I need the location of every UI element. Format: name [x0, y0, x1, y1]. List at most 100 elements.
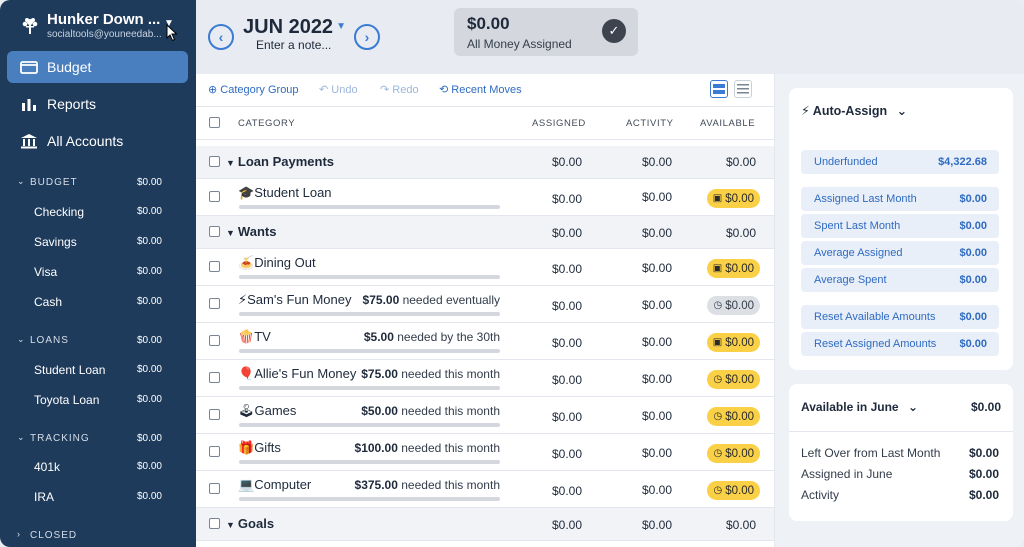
row-checkbox[interactable] [209, 446, 220, 457]
account-group-tracking[interactable]: ⌄ TRACKING $0.00 [0, 430, 196, 448]
assigned-input[interactable]: $0.00 [551, 410, 582, 424]
category-row[interactable]: 🕹Games $50.00 needed this month $0.00 $0… [196, 397, 774, 434]
category-row[interactable]: 💻Computer $375.00 needed this month $0.0… [196, 471, 774, 508]
activity-value[interactable]: $0.00 [641, 298, 672, 312]
assigned-input[interactable]: $0.00 [551, 336, 582, 350]
row-checkbox[interactable] [209, 483, 220, 494]
auto-assign-assigned-last-month[interactable]: Assigned Last Month $0.00 [801, 187, 999, 211]
clock-icon: ◷ [713, 485, 723, 496]
column-activity[interactable]: ACTIVITY [626, 118, 674, 129]
nav-budget[interactable]: Budget [7, 51, 188, 83]
activity-value[interactable]: $0.00 [641, 372, 672, 386]
category-row[interactable]: ⚡Sam's Fun Money $75.00 needed eventuall… [196, 286, 774, 323]
account-cash[interactable]: Cash $0.00 [0, 293, 196, 313]
assigned-input[interactable]: $0.00 [551, 262, 582, 276]
available-pill[interactable]: ▣ $0.00 [706, 259, 760, 278]
assigned-input[interactable]: $0.00 [551, 299, 582, 313]
activity-value[interactable]: $0.00 [641, 483, 672, 497]
category-row[interactable]: 🎓Student Loan $0.00 $0.00 ▣ $0.00 [196, 179, 774, 216]
auto-assign-average-assigned[interactable]: Average Assigned $0.00 [801, 241, 999, 265]
category-row[interactable]: 🎁Gifts $100.00 needed this month $0.00 $… [196, 434, 774, 471]
category-group-row[interactable]: ▼ Wants $0.00 $0.00 $0.00 [196, 216, 774, 249]
account-group-budget[interactable]: ⌄ BUDGET $0.00 [0, 174, 196, 192]
category-name[interactable]: 🎈Allie's Fun Money [238, 366, 356, 382]
row-checkbox[interactable] [209, 261, 220, 272]
category-row[interactable]: 🎈Allie's Fun Money $75.00 needed this mo… [196, 360, 774, 397]
reset-available-button[interactable]: Reset Available Amounts $0.00 [801, 305, 999, 329]
activity-value[interactable]: $0.00 [641, 190, 672, 204]
select-all-checkbox[interactable] [209, 117, 220, 128]
assigned-input[interactable]: $0.00 [551, 192, 582, 206]
add-category-group-button[interactable]: ⊕ Category Group [208, 83, 299, 96]
activity-value[interactable]: $0.00 [641, 335, 672, 349]
account-student-loan[interactable]: Student Loan $0.00 [0, 361, 196, 381]
available-pill[interactable]: ◷ $0.00 [707, 444, 760, 463]
available-pill[interactable]: ▣ $0.00 [706, 333, 760, 352]
row-checkbox[interactable] [209, 335, 220, 346]
next-month-button[interactable]: › [354, 24, 380, 50]
account-group-closed[interactable]: › CLOSED [0, 527, 196, 545]
category-name[interactable]: ⚡Sam's Fun Money [238, 292, 352, 308]
column-category[interactable]: CATEGORY [238, 118, 296, 129]
available-toggle[interactable]: Available in June ⌄ [801, 400, 918, 414]
category-row[interactable]: 🍝Dining Out $0.00 $0.00 ▣ $0.00 [196, 249, 774, 286]
compact-view-button[interactable] [734, 80, 752, 98]
category-name[interactable]: 🎓Student Loan [238, 185, 332, 201]
category-name[interactable]: 💻Computer [238, 477, 311, 493]
category-name[interactable]: 🍝Dining Out [238, 255, 316, 271]
auto-assign-average-spent[interactable]: Average Spent $0.00 [801, 268, 999, 292]
row-checkbox[interactable] [209, 372, 220, 383]
available-pill[interactable]: ◷ $0.00 [707, 407, 760, 426]
undo-button[interactable]: ↶ Undo [319, 83, 358, 96]
account-visa[interactable]: Visa $0.00 [0, 263, 196, 283]
nav-all-accounts[interactable]: All Accounts [7, 125, 188, 157]
account-toyota-loan[interactable]: Toyota Loan $0.00 [0, 391, 196, 411]
ready-to-assign-box[interactable]: $0.00 All Money Assigned ✓ [454, 8, 638, 56]
column-available[interactable]: AVAILABLE [700, 118, 756, 129]
available-pill[interactable]: ▣ $0.00 [706, 189, 760, 208]
row-checkbox[interactable] [209, 409, 220, 420]
assigned-input[interactable]: $0.00 [551, 447, 582, 461]
row-checkbox[interactable] [209, 518, 220, 529]
category-name[interactable]: 🍿TV [238, 329, 271, 345]
auto-assign-spent-last-month[interactable]: Spent Last Month $0.00 [801, 214, 999, 238]
auto-assign-toggle[interactable]: ⚡ Auto-Assign ⌄ [801, 103, 907, 118]
assigned-input[interactable]: $0.00 [551, 373, 582, 387]
nav-reports[interactable]: Reports [7, 88, 188, 120]
category-group-name[interactable]: ▼ Loan Payments [226, 154, 334, 169]
category-group-row[interactable]: ▼ Loan Payments $0.00 $0.00 $0.00 [196, 146, 774, 179]
row-checkbox[interactable] [209, 226, 220, 237]
row-checkbox[interactable] [209, 298, 220, 309]
redo-button[interactable]: ↷ Redo [380, 83, 419, 96]
row-checkbox[interactable] [209, 191, 220, 202]
reset-assigned-button[interactable]: Reset Assigned Amounts $0.00 [801, 332, 999, 356]
available-pill[interactable]: ◷ $0.00 [707, 370, 760, 389]
available-pill[interactable]: ◷ $0.00 [707, 481, 760, 500]
recent-moves-button[interactable]: ⟲ Recent Moves [439, 83, 522, 96]
account-401k[interactable]: 401k $0.00 [0, 458, 196, 478]
budget-switcher[interactable]: Hunker Down ... socialtools@youneedab...… [18, 10, 188, 42]
account-ira[interactable]: IRA $0.00 [0, 488, 196, 508]
category-name[interactable]: 🕹Games [238, 403, 296, 419]
activity-value[interactable]: $0.00 [641, 446, 672, 460]
category-group-name[interactable]: ▼ Wants [226, 224, 276, 239]
available-pill[interactable]: ◷ $0.00 [707, 296, 760, 315]
column-assigned[interactable]: ASSIGNED [532, 118, 586, 129]
goal-progress-bar [239, 386, 500, 390]
row-checkbox[interactable] [209, 156, 220, 167]
expanded-view-button[interactable] [710, 80, 728, 98]
month-note-input[interactable]: Enter a note... [256, 38, 332, 52]
activity-value[interactable]: $0.00 [641, 261, 672, 275]
month-selector[interactable]: JUN 2022 ▼ [243, 16, 346, 39]
account-savings[interactable]: Savings $0.00 [0, 233, 196, 253]
category-row[interactable]: 🍿TV $5.00 needed by the 30th $0.00 $0.00… [196, 323, 774, 360]
account-checking[interactable]: Checking $0.00 [0, 203, 196, 223]
prev-month-button[interactable]: ‹ [208, 24, 234, 50]
assigned-input[interactable]: $0.00 [551, 484, 582, 498]
category-name[interactable]: 🎁Gifts [238, 440, 281, 456]
auto-assign-underfunded[interactable]: Underfunded $4,322.68 [801, 150, 999, 174]
account-group-loans[interactable]: ⌄ LOANS $0.00 [0, 332, 196, 350]
activity-value[interactable]: $0.00 [641, 409, 672, 423]
category-group-name[interactable]: ▼ Goals [226, 516, 274, 531]
category-group-row[interactable]: ▼ Goals $0.00 $0.00 $0.00 [196, 508, 774, 541]
